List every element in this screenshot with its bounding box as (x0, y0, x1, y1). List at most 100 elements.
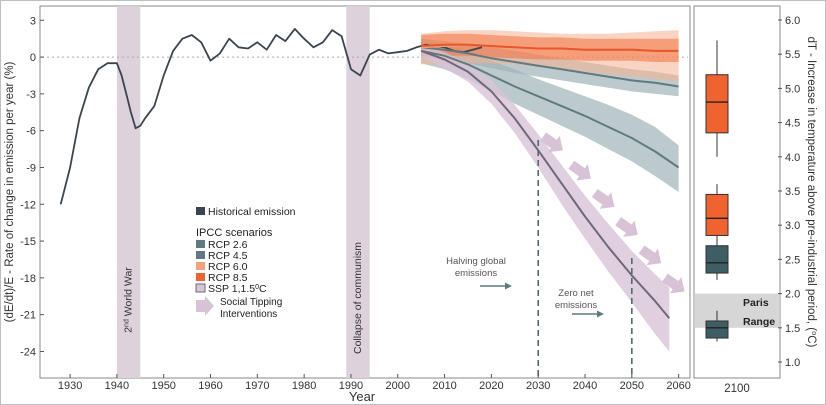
y-tick-label-6: -15 (20, 236, 36, 248)
x-tick-label-13: 2060 (666, 380, 690, 392)
box-body-3 (705, 320, 729, 339)
annotation-zero-arrow-head (597, 310, 604, 318)
box-2 (705, 235, 729, 280)
legend-label-tipping-line1: Social Tipping (220, 297, 282, 308)
right-x-label: 2100 (724, 383, 750, 395)
legend-swatch-rcp45 (196, 251, 205, 259)
x-tick-label-9: 2020 (479, 380, 503, 392)
right-y-tick-label-3: 4.5 (785, 118, 800, 130)
temperature-boxes (705, 40, 729, 342)
x-tick-label-12: 2050 (620, 380, 644, 392)
tipping-arrow-3 (615, 217, 638, 237)
series-line-4 (421, 43, 679, 52)
legend-label-rcp85: RCP 8.5 (208, 272, 248, 284)
paris-label-line2: Range (743, 316, 775, 328)
legend-swatch-historical (196, 207, 205, 215)
tipping-arrows (540, 132, 685, 294)
tipping-arrow-5 (662, 273, 685, 294)
temperature-plot-border (693, 5, 781, 379)
x-axis-label: Year (349, 389, 376, 404)
x-tick-label-11: 2040 (573, 380, 597, 392)
box-3 (705, 310, 729, 342)
box-body-2 (705, 245, 729, 274)
series-line-2 (421, 46, 679, 88)
annotation-zero-net: Zero net emissions (555, 288, 604, 318)
right-y-tick-label-7: 2.5 (785, 254, 800, 266)
shaded-period-0 (116, 6, 141, 378)
y-tick-label-5: -12 (20, 199, 36, 211)
right-y-tick-label-4: 4.0 (785, 152, 800, 164)
annotation-zero-line1: Zero net (558, 288, 594, 299)
legend-swatch-ssp (195, 283, 206, 293)
right-y-tick-label-6: 3.0 (785, 220, 800, 232)
right-y-axis-label: dT - Increase in temperature above pre-i… (805, 37, 820, 348)
legend-label-rcp45: RCP 4.5 (208, 250, 248, 262)
x-tick-label-1: 1940 (105, 380, 129, 392)
box-body-1 (705, 193, 729, 236)
x-tick-label-4: 1970 (245, 380, 269, 392)
right-y-tick-label-9: 1.5 (785, 323, 800, 335)
tipping-arrow-4 (638, 245, 662, 266)
tipping-arrow-2 (591, 188, 615, 209)
x-tick-label-10: 2030 (526, 380, 550, 392)
series-line-1 (420, 49, 680, 169)
main-chart-panel: 3 0 -3 -6 -9 -12 -15 -18 -21 -24 1930 1940 1950 1960… (4, 5, 691, 404)
y-tick-label-7: -18 (20, 273, 36, 285)
temperature-panel: Paris Range 6.0 5.5 5.0 4.5 4.0 3.5 3.0 2.5 2.0 1… (693, 5, 820, 395)
right-y-tick-label-10: 1.0 (785, 357, 800, 369)
box-0 (705, 40, 729, 157)
y-tick-label-0: 3 (30, 15, 36, 27)
y-tick-label-3: -6 (26, 126, 36, 138)
legend-label-rcp60: RCP 6.0 (208, 261, 248, 273)
legend-swatch-rcp85 (196, 273, 205, 281)
right-y-tick-label-8: 2.0 (785, 289, 800, 301)
series-lines (59, 28, 680, 319)
y-tick-label-1: 0 (30, 52, 36, 64)
tipping-arrow-shape-4 (638, 245, 662, 266)
annotation-halving: Halving global emissions (446, 256, 512, 290)
tipping-arrow-shape-0 (540, 132, 563, 153)
x-tick-label-5: 1980 (292, 380, 316, 392)
tipping-arrow-1 (568, 160, 591, 181)
series-line-5 (420, 49, 671, 319)
x-tick-label-8: 2010 (432, 380, 456, 392)
right-y-tick-label-1: 5.5 (785, 49, 800, 61)
right-y-axis-ticks: 6.0 5.5 5.0 4.5 4.0 3.5 3.0 2.5 2.0 1.5 1.0 (778, 15, 800, 369)
legend-label-historical: Historical emission (208, 206, 296, 218)
y-axis-ticks: 3 0 -3 -6 -9 -12 -15 -18 -21 -24 (20, 15, 44, 358)
legend-label-ssp: SSP 1,1.50C (208, 283, 267, 295)
period-label-ww2: 2nd World War (123, 267, 135, 333)
annotation-halving-line1: Halving global (446, 256, 506, 267)
y-tick-label-2: -3 (26, 89, 36, 101)
shaded-period-1 (346, 6, 370, 378)
paris-label-line1: Paris (743, 297, 769, 309)
tipping-arrow-shape-2 (591, 188, 615, 209)
x-tick-label-7: 2000 (386, 380, 410, 392)
y-axis-label: (dE/dt)/E - Rate of change in emission p… (4, 61, 16, 322)
x-tick-label-6: 1990 (339, 380, 363, 392)
right-y-tick-label-2: 5.0 (785, 83, 800, 95)
annotation-halving-arrow-head (505, 282, 512, 290)
x-tick-label-2: 1950 (151, 380, 175, 392)
tipping-arrow-0 (540, 132, 563, 153)
x-axis-ticks: 1930 1940 1950 1960 1970 1980 1990 2000 2010 2020… (58, 374, 691, 392)
legend-label-rcp26: RCP 2.6 (208, 239, 248, 251)
x-tick-label-3: 1960 (198, 380, 222, 392)
y-tick-label-4: -9 (26, 162, 36, 174)
y-tick-label-9: -24 (20, 346, 36, 358)
series-line-0 (59, 28, 483, 205)
shaded-periods (116, 6, 370, 378)
annotation-halving-line2: emissions (455, 268, 497, 279)
annotation-zero-line2: emissions (555, 300, 597, 311)
right-y-tick-label-5: 3.5 (785, 186, 800, 198)
legend-title-ipcc: IPCC scenarios (196, 227, 273, 239)
tipping-arrow-shape-1 (568, 160, 591, 181)
box-body-0 (705, 74, 729, 134)
x-tick-label-0: 1930 (58, 380, 82, 392)
tipping-arrow-shape-5 (662, 273, 685, 294)
legend: Historical emission IPCC scenarios RCP 2… (195, 206, 296, 320)
legend-swatch-rcp60 (196, 262, 205, 270)
legend-swatch-tipping-arrow (196, 296, 214, 316)
period-label-communism: Collapse of communism (352, 242, 364, 354)
